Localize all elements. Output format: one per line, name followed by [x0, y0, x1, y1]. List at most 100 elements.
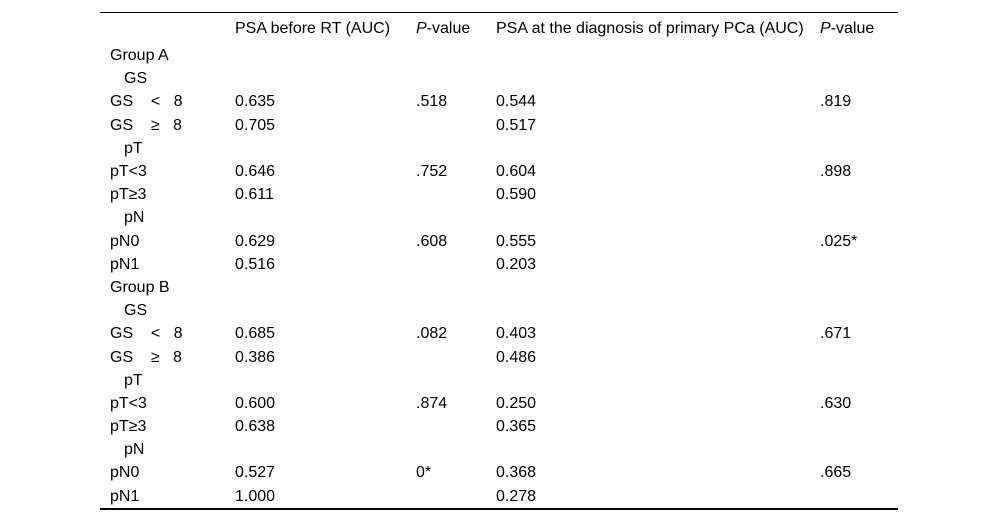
cell-p-value-1 — [416, 369, 496, 392]
cell-p-value-1 — [416, 276, 496, 299]
cell-p-value-2 — [820, 416, 898, 439]
header-auc-at-diagnosis: PSA at the diagnosis of primary PCa (AUC… — [496, 19, 804, 37]
cell-auc-before-rt: 0.386 — [235, 348, 276, 366]
cell-auc-before-rt: 0.527 — [235, 464, 276, 482]
row-label: Group B — [110, 278, 170, 296]
cell-auc-at-diagnosis — [496, 276, 820, 299]
cell-p-value-1 — [416, 300, 496, 323]
table-row: pT≥3 0.638 0.365 — [100, 416, 898, 439]
cell-p-value-2: .671 — [820, 325, 852, 343]
cell-p-value-1: .608 — [416, 232, 448, 250]
cell-auc-before-rt — [235, 137, 416, 160]
row-label: pN0 — [110, 464, 140, 482]
cell-p-value-1: .518 — [416, 93, 448, 111]
cell-auc-at-diagnosis — [496, 439, 820, 462]
cell-auc-at-diagnosis: 0.278 — [496, 487, 537, 505]
cell-auc-at-diagnosis: 0.403 — [496, 325, 537, 343]
table-row: pN0 0.527 0* 0.368 .665 — [100, 462, 898, 485]
cell-auc-at-diagnosis: 0.590 — [496, 186, 537, 204]
cell-auc-before-rt: 0.638 — [235, 418, 276, 436]
cell-p-value-2 — [820, 300, 898, 323]
cell-p-value-2: .630 — [820, 394, 852, 412]
cell-auc-before-rt — [235, 439, 416, 462]
table-row: GS < 8 0.685 .082 0.403 .671 — [100, 323, 898, 346]
cell-p-value-2: .025* — [820, 232, 858, 250]
cell-p-value-2 — [820, 45, 898, 68]
p-italic: P — [820, 19, 831, 37]
row-label: pN — [124, 209, 145, 227]
cell-p-value-2 — [820, 253, 898, 276]
table-header: PSA before RT (AUC) P-value PSA at the d… — [100, 13, 898, 45]
row-label: pN — [124, 441, 145, 459]
cell-auc-at-diagnosis — [496, 45, 820, 68]
row-label: pT≥3 — [110, 186, 147, 204]
cell-p-value-2 — [820, 276, 898, 299]
cell-auc-before-rt: 0.611 — [235, 186, 274, 204]
cell-p-value-1 — [416, 137, 496, 160]
cell-auc-before-rt — [235, 45, 416, 68]
table-row: GS — [100, 68, 898, 91]
cell-auc-before-rt — [235, 300, 416, 323]
row-label: pN0 — [110, 232, 140, 250]
cell-auc-at-diagnosis: 0.203 — [496, 255, 537, 273]
cell-p-value-1 — [416, 485, 496, 509]
table-row: pN — [100, 207, 898, 230]
table-row: pT≥3 0.611 0.590 — [100, 184, 898, 207]
cell-p-value-1 — [416, 416, 496, 439]
cell-auc-at-diagnosis — [496, 369, 820, 392]
row-label: GS < 8 — [110, 93, 183, 111]
cell-auc-before-rt: 0.600 — [235, 394, 276, 412]
cell-p-value-1: 0* — [416, 464, 432, 482]
table-row: GS ≥ 8 0.386 0.486 — [100, 346, 898, 369]
p-italic: P — [416, 19, 427, 37]
row-label: Group A — [110, 47, 169, 65]
table-row: pN — [100, 439, 898, 462]
cell-p-value-2 — [820, 184, 898, 207]
table-row: pN1 0.516 0.203 — [100, 253, 898, 276]
cell-p-value-1 — [416, 439, 496, 462]
cell-p-value-2 — [820, 68, 898, 91]
cell-auc-at-diagnosis: 0.544 — [496, 93, 537, 111]
row-label: GS ≥ 8 — [110, 116, 182, 134]
cell-p-value-1: .874 — [416, 394, 448, 412]
row-label: GS ≥ 8 — [110, 348, 182, 366]
row-label: pT<3 — [110, 394, 147, 412]
table-row: pT — [100, 137, 898, 160]
cell-auc-before-rt: 0.629 — [235, 232, 276, 250]
cell-auc-at-diagnosis — [496, 207, 820, 230]
row-label: pT — [124, 371, 143, 389]
cell-auc-at-diagnosis — [496, 68, 820, 91]
cell-auc-before-rt: 0.685 — [235, 325, 276, 343]
cell-auc-at-diagnosis: 0.517 — [496, 116, 537, 134]
cell-auc-at-diagnosis: 0.365 — [496, 418, 537, 436]
cell-auc-before-rt: 0.635 — [235, 93, 276, 111]
header-row-label — [100, 13, 235, 45]
table-row: Group B — [100, 276, 898, 299]
cell-p-value-2 — [820, 485, 898, 509]
table-row: GS — [100, 300, 898, 323]
row-label: pT<3 — [110, 163, 147, 181]
cell-p-value-2 — [820, 346, 898, 369]
cell-auc-before-rt: 0.516 — [235, 255, 276, 273]
table-row: pT<3 0.600 .874 0.250 .630 — [100, 392, 898, 415]
table-body: Group A GS GS < 8 0.635 .518 0.544 .819 GS ≥ 8 0… — [100, 45, 898, 510]
cell-p-value-2: .665 — [820, 464, 852, 482]
cell-auc-before-rt — [235, 276, 416, 299]
cell-auc-at-diagnosis — [496, 137, 820, 160]
p-rest: -value — [426, 19, 471, 37]
row-label: pN1 — [110, 255, 140, 273]
cell-auc-before-rt: 0.705 — [235, 116, 276, 134]
cell-auc-at-diagnosis: 0.250 — [496, 394, 537, 412]
table-row: pT — [100, 369, 898, 392]
cell-auc-at-diagnosis: 0.604 — [496, 163, 537, 181]
cell-p-value-1 — [416, 114, 496, 137]
cell-auc-at-diagnosis: 0.368 — [496, 464, 537, 482]
cell-auc-before-rt — [235, 207, 416, 230]
table-row: Group A — [100, 45, 898, 68]
cell-p-value-1 — [416, 207, 496, 230]
cell-auc-before-rt: 1.000 — [235, 487, 276, 505]
cell-auc-at-diagnosis: 0.555 — [496, 232, 537, 250]
cell-p-value-1 — [416, 184, 496, 207]
cell-p-value-1 — [416, 346, 496, 369]
